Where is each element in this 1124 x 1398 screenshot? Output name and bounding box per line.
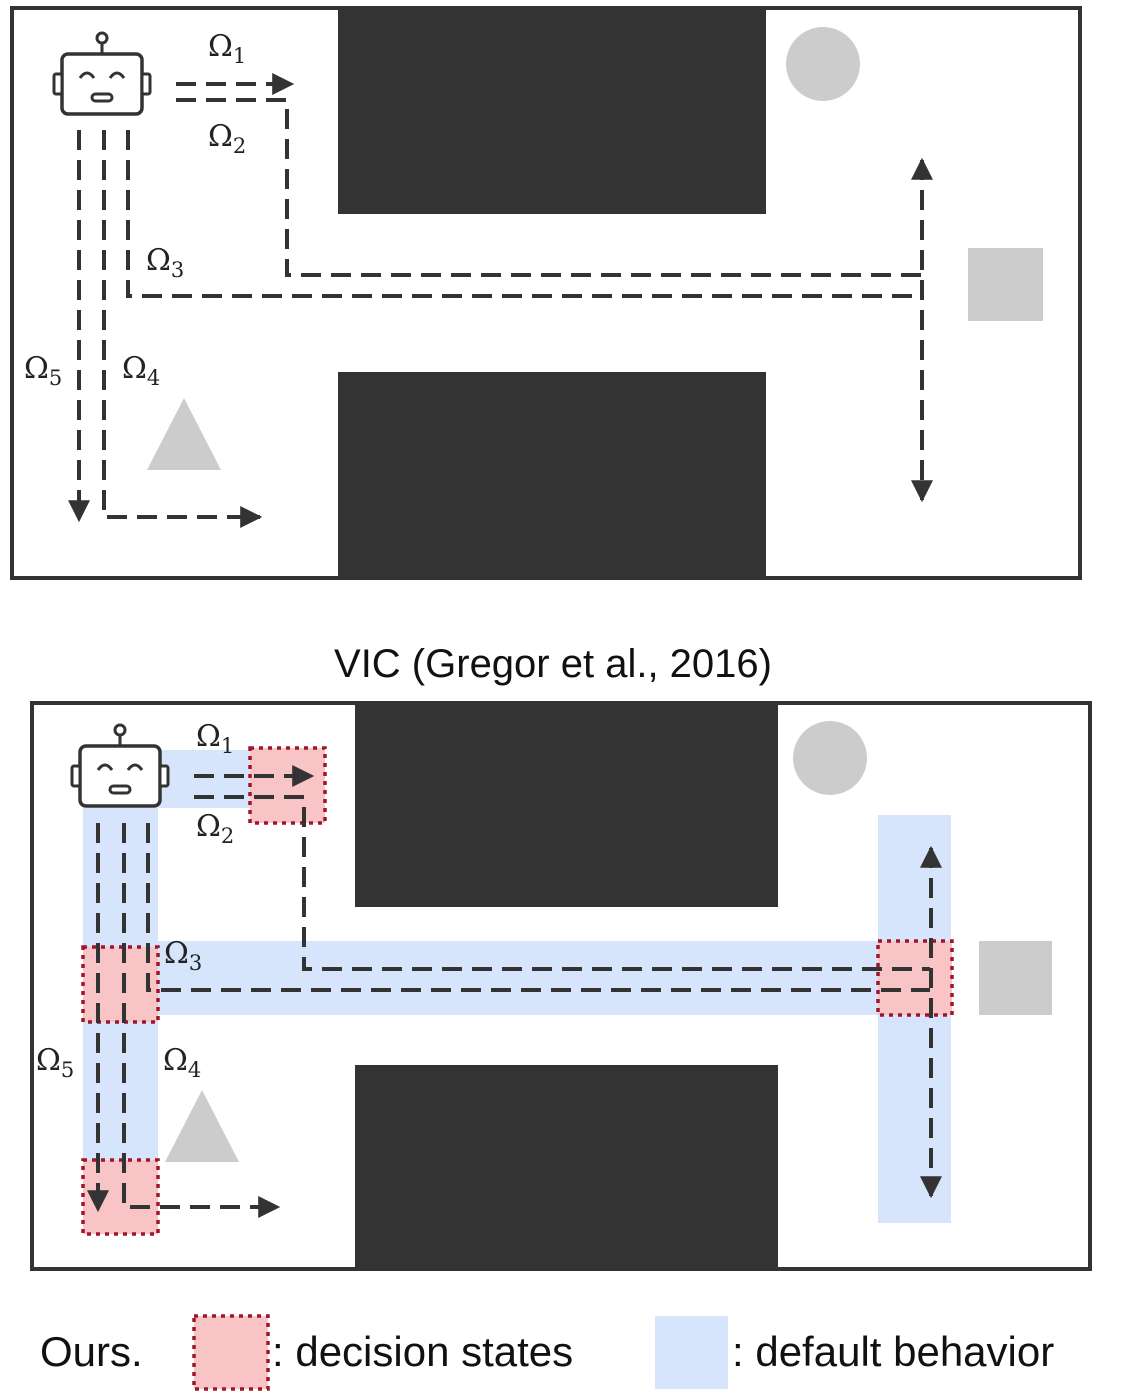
square-object [968,248,1043,321]
triangle-object [165,1090,239,1162]
bottom-path-omega-4 [122,823,281,1218]
legend-ours-label: Ours. [40,1328,143,1375]
top-label-omega-3: Ω3 [146,243,184,282]
top-label-omega-4: Ω4 [122,351,160,390]
legend: Ours. : decision states : default behavi… [40,1314,1054,1391]
bottom-label-omega-1: Ω1 [196,719,234,758]
legend-decision-label: : decision states [272,1328,573,1375]
default-region-right-column [878,815,951,1223]
bottom-path-omega-2 [194,795,930,971]
top-wall-lower [338,372,766,578]
bottom-wall-lower [355,1065,778,1269]
robot-icon [52,31,152,116]
bottom-panel: Ω1 Ω2 Ω3 Ω4 Ω5 [30,701,1092,1271]
top-path-omega-4 [102,130,263,528]
bottom-label-omega-4: Ω4 [163,1043,201,1082]
bottom-path-omega-3 [146,823,930,992]
legend-decision-swatch [192,1314,270,1391]
circle-object [786,27,860,101]
bottom-wall-upper [355,703,778,907]
top-label-omega-5: Ω5 [24,351,62,390]
top-label-omega-1: Ω1 [208,29,246,68]
triangle-object [147,398,221,470]
default-region-top-row [158,750,250,808]
decision-state-left-middle [81,945,160,1024]
panel-caption: VIC (Gregor et al., 2016) [334,642,772,686]
decision-states [81,746,954,1236]
top-path-omega-3 [126,130,922,298]
decision-state-bottom-left [81,1158,160,1236]
top-label-omega-2: Ω2 [208,119,246,158]
robot-icon [70,723,170,808]
bottom-label-omega-5: Ω5 [36,1043,74,1082]
bottom-label-omega-2: Ω2 [196,809,234,848]
legend-default-swatch [655,1316,728,1389]
circle-object [793,721,867,795]
top-panel: Ω1 Ω2 Ω3 Ω4 Ω5 [10,6,1082,580]
top-paths [68,73,933,528]
top-wall-upper [338,8,766,214]
default-region-corridor [158,941,878,1015]
square-object [979,941,1052,1015]
decision-state-right-middle [876,939,954,1017]
legend-default-label: : default behavior [732,1328,1054,1375]
top-path-omega-2 [176,98,922,277]
bottom-paths [87,765,942,1218]
bottom-label-omega-3: Ω3 [164,936,202,975]
decision-state-top [248,746,327,825]
